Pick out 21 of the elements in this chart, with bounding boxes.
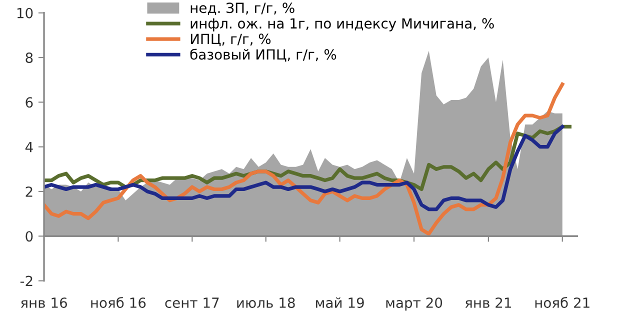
x-tick-label: нояб 16 [91, 297, 146, 308]
line-series [44, 124, 564, 212]
x-tick-label: янв 21 [465, 297, 512, 308]
y-tick-label: 10 [17, 8, 33, 18]
legend-label: инфл. ож. на 1г, по индексу Мичигана, % [190, 18, 494, 32]
x-tick-label: май 19 [316, 297, 364, 308]
y-tick-label: 8 [26, 52, 33, 64]
x-tick-label: нояб 21 [535, 297, 590, 308]
legend-label: ИПЦ, г/г, % [190, 34, 271, 46]
x-tick-label: март 20 [386, 297, 442, 311]
y-tick-label: 6 [26, 97, 33, 108]
y-tick-label: -2 [20, 276, 32, 286]
line-series [44, 82, 564, 236]
legend-label: нед. ЗП, г/г, % [190, 2, 294, 15]
legend-label: базовый ИПЦ, г/г, % [190, 48, 336, 62]
y-tick-label: 2 [26, 186, 32, 197]
y-tick-label: 0 [26, 231, 33, 242]
x-tick-label: июль 18 [237, 297, 295, 308]
x-tick-label: янв 16 [20, 297, 67, 308]
y-tick-label: 4 [25, 142, 33, 152]
x-tick-label: сент 17 [165, 298, 219, 308]
